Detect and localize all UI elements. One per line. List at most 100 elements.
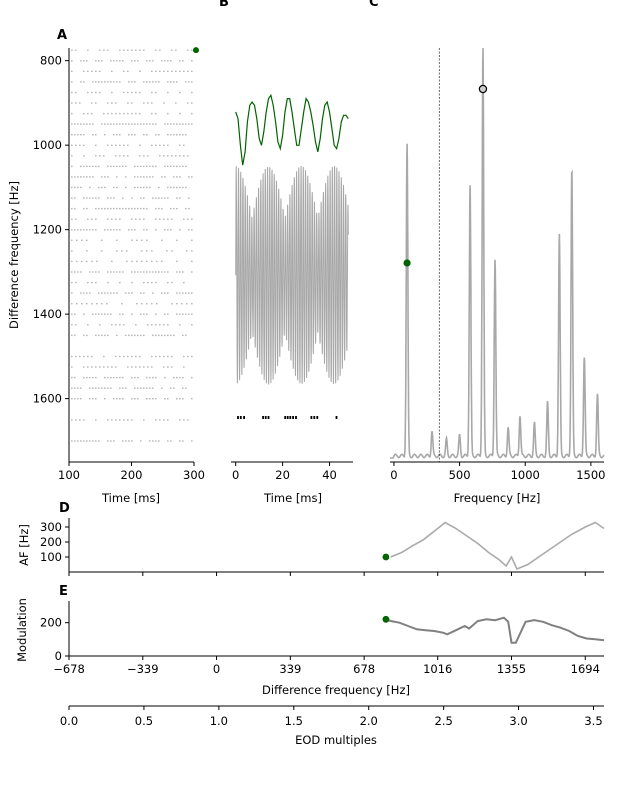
raster-spike (146, 176, 148, 178)
raster-spike (86, 376, 88, 379)
panel-d-green-marker (382, 553, 390, 561)
raster-spike (155, 376, 157, 379)
raster-spike (119, 355, 121, 358)
panel-e-xtick-label: 339 (279, 662, 301, 676)
raster-spike (80, 271, 82, 273)
raster-spike (80, 165, 82, 168)
raster-spike (92, 134, 94, 136)
raster-spike (81, 260, 83, 263)
raster-spike (110, 207, 112, 210)
raster-spike (171, 49, 173, 51)
raster-spike (134, 60, 136, 62)
raster-spike (170, 387, 172, 389)
raster-spike (86, 292, 88, 294)
raster-spike (127, 112, 129, 115)
raster-spike (74, 197, 76, 199)
raster-spike (111, 324, 113, 326)
raster-spike (179, 229, 181, 231)
raster-spike (95, 144, 97, 146)
raster-spike (134, 376, 136, 379)
raster-spike (98, 271, 100, 273)
raster-spike (81, 303, 83, 305)
raster-spike (126, 260, 128, 263)
raster-spike (171, 303, 173, 305)
raster-spike (176, 303, 178, 305)
raster-spike (122, 440, 124, 442)
raster-spike (167, 366, 169, 368)
raster-spike (107, 81, 109, 83)
panel-e-axes: 0 200 −678 −339 0 339 678 1016 1355 1694 (40, 601, 604, 676)
raster-spike (152, 165, 154, 168)
raster-spike (83, 292, 85, 294)
raster-spike (87, 49, 89, 51)
raster-spike (171, 70, 173, 72)
raster-spike (77, 387, 79, 389)
raster-spike (143, 134, 145, 136)
raster-spike (161, 197, 163, 199)
raster-spike (176, 123, 178, 125)
raster-spike (185, 165, 187, 168)
raster-spike (98, 440, 100, 442)
raster-spike (95, 419, 97, 421)
raster-spike (155, 144, 157, 146)
raster-spike (143, 165, 145, 168)
raster-spike (191, 70, 193, 72)
raster-spike (91, 102, 93, 104)
raster-spike (123, 49, 125, 51)
panel-a-xlabel: Time [ms] (101, 491, 160, 505)
raster-spike (131, 239, 133, 241)
panel-e-modulation-line (385, 616, 605, 644)
raster-spike (74, 387, 76, 389)
raster-spike (164, 165, 166, 168)
raster-spike (155, 70, 157, 72)
raster-spike (191, 398, 193, 400)
raster-spike (77, 440, 79, 442)
raster-spike (131, 207, 133, 210)
raster-spike (167, 197, 169, 199)
raster-spike (98, 207, 100, 210)
raster-spike (191, 49, 193, 51)
raster-spike (170, 186, 172, 189)
raster-spike (149, 165, 151, 168)
raster-spike (98, 313, 100, 315)
raster-spike (119, 313, 121, 315)
raster-spike (107, 440, 109, 442)
raster-spike (135, 91, 137, 94)
raster-spike (115, 366, 117, 368)
raster-spike (125, 207, 127, 210)
raster-spike (107, 376, 109, 379)
raster-spike (92, 165, 94, 168)
raster-spike (101, 250, 103, 252)
raster-spike (158, 207, 160, 210)
raster-spike (161, 60, 163, 62)
raster-spike (116, 186, 118, 189)
raster-spike (146, 134, 148, 136)
raster-spike (135, 366, 137, 368)
panel-c-axes: 0 500 1000 1500 (390, 461, 606, 482)
raster-spike (71, 176, 73, 178)
raster-spike (110, 60, 112, 62)
raster-spike (74, 229, 76, 231)
raster-spike (104, 207, 106, 210)
raster-spike (113, 376, 115, 379)
raster-spike (95, 197, 97, 199)
raster-spike (131, 419, 133, 421)
panel-d-af-curve (382, 521, 605, 571)
raster-spike (185, 134, 187, 136)
raster-spike (99, 91, 101, 94)
panel-b-xtick-label: 20 (275, 468, 290, 482)
raster-spike (170, 134, 172, 136)
raster-spike (101, 292, 103, 294)
raster-spike (74, 207, 76, 210)
raster-spike (83, 60, 85, 62)
raster-spike (179, 271, 181, 273)
raster-spike (128, 229, 130, 231)
panel-b: B 0 20 40 Time [ms] (219, 0, 353, 505)
panel-c: C 0 500 1000 1500 Frequency [Hz] (369, 0, 606, 505)
raster-spike (159, 355, 161, 358)
raster-spike (92, 440, 94, 442)
raster-spike (111, 112, 113, 115)
raster-spike (170, 229, 172, 231)
raster-spike (104, 398, 106, 400)
raster-spike (137, 176, 139, 178)
